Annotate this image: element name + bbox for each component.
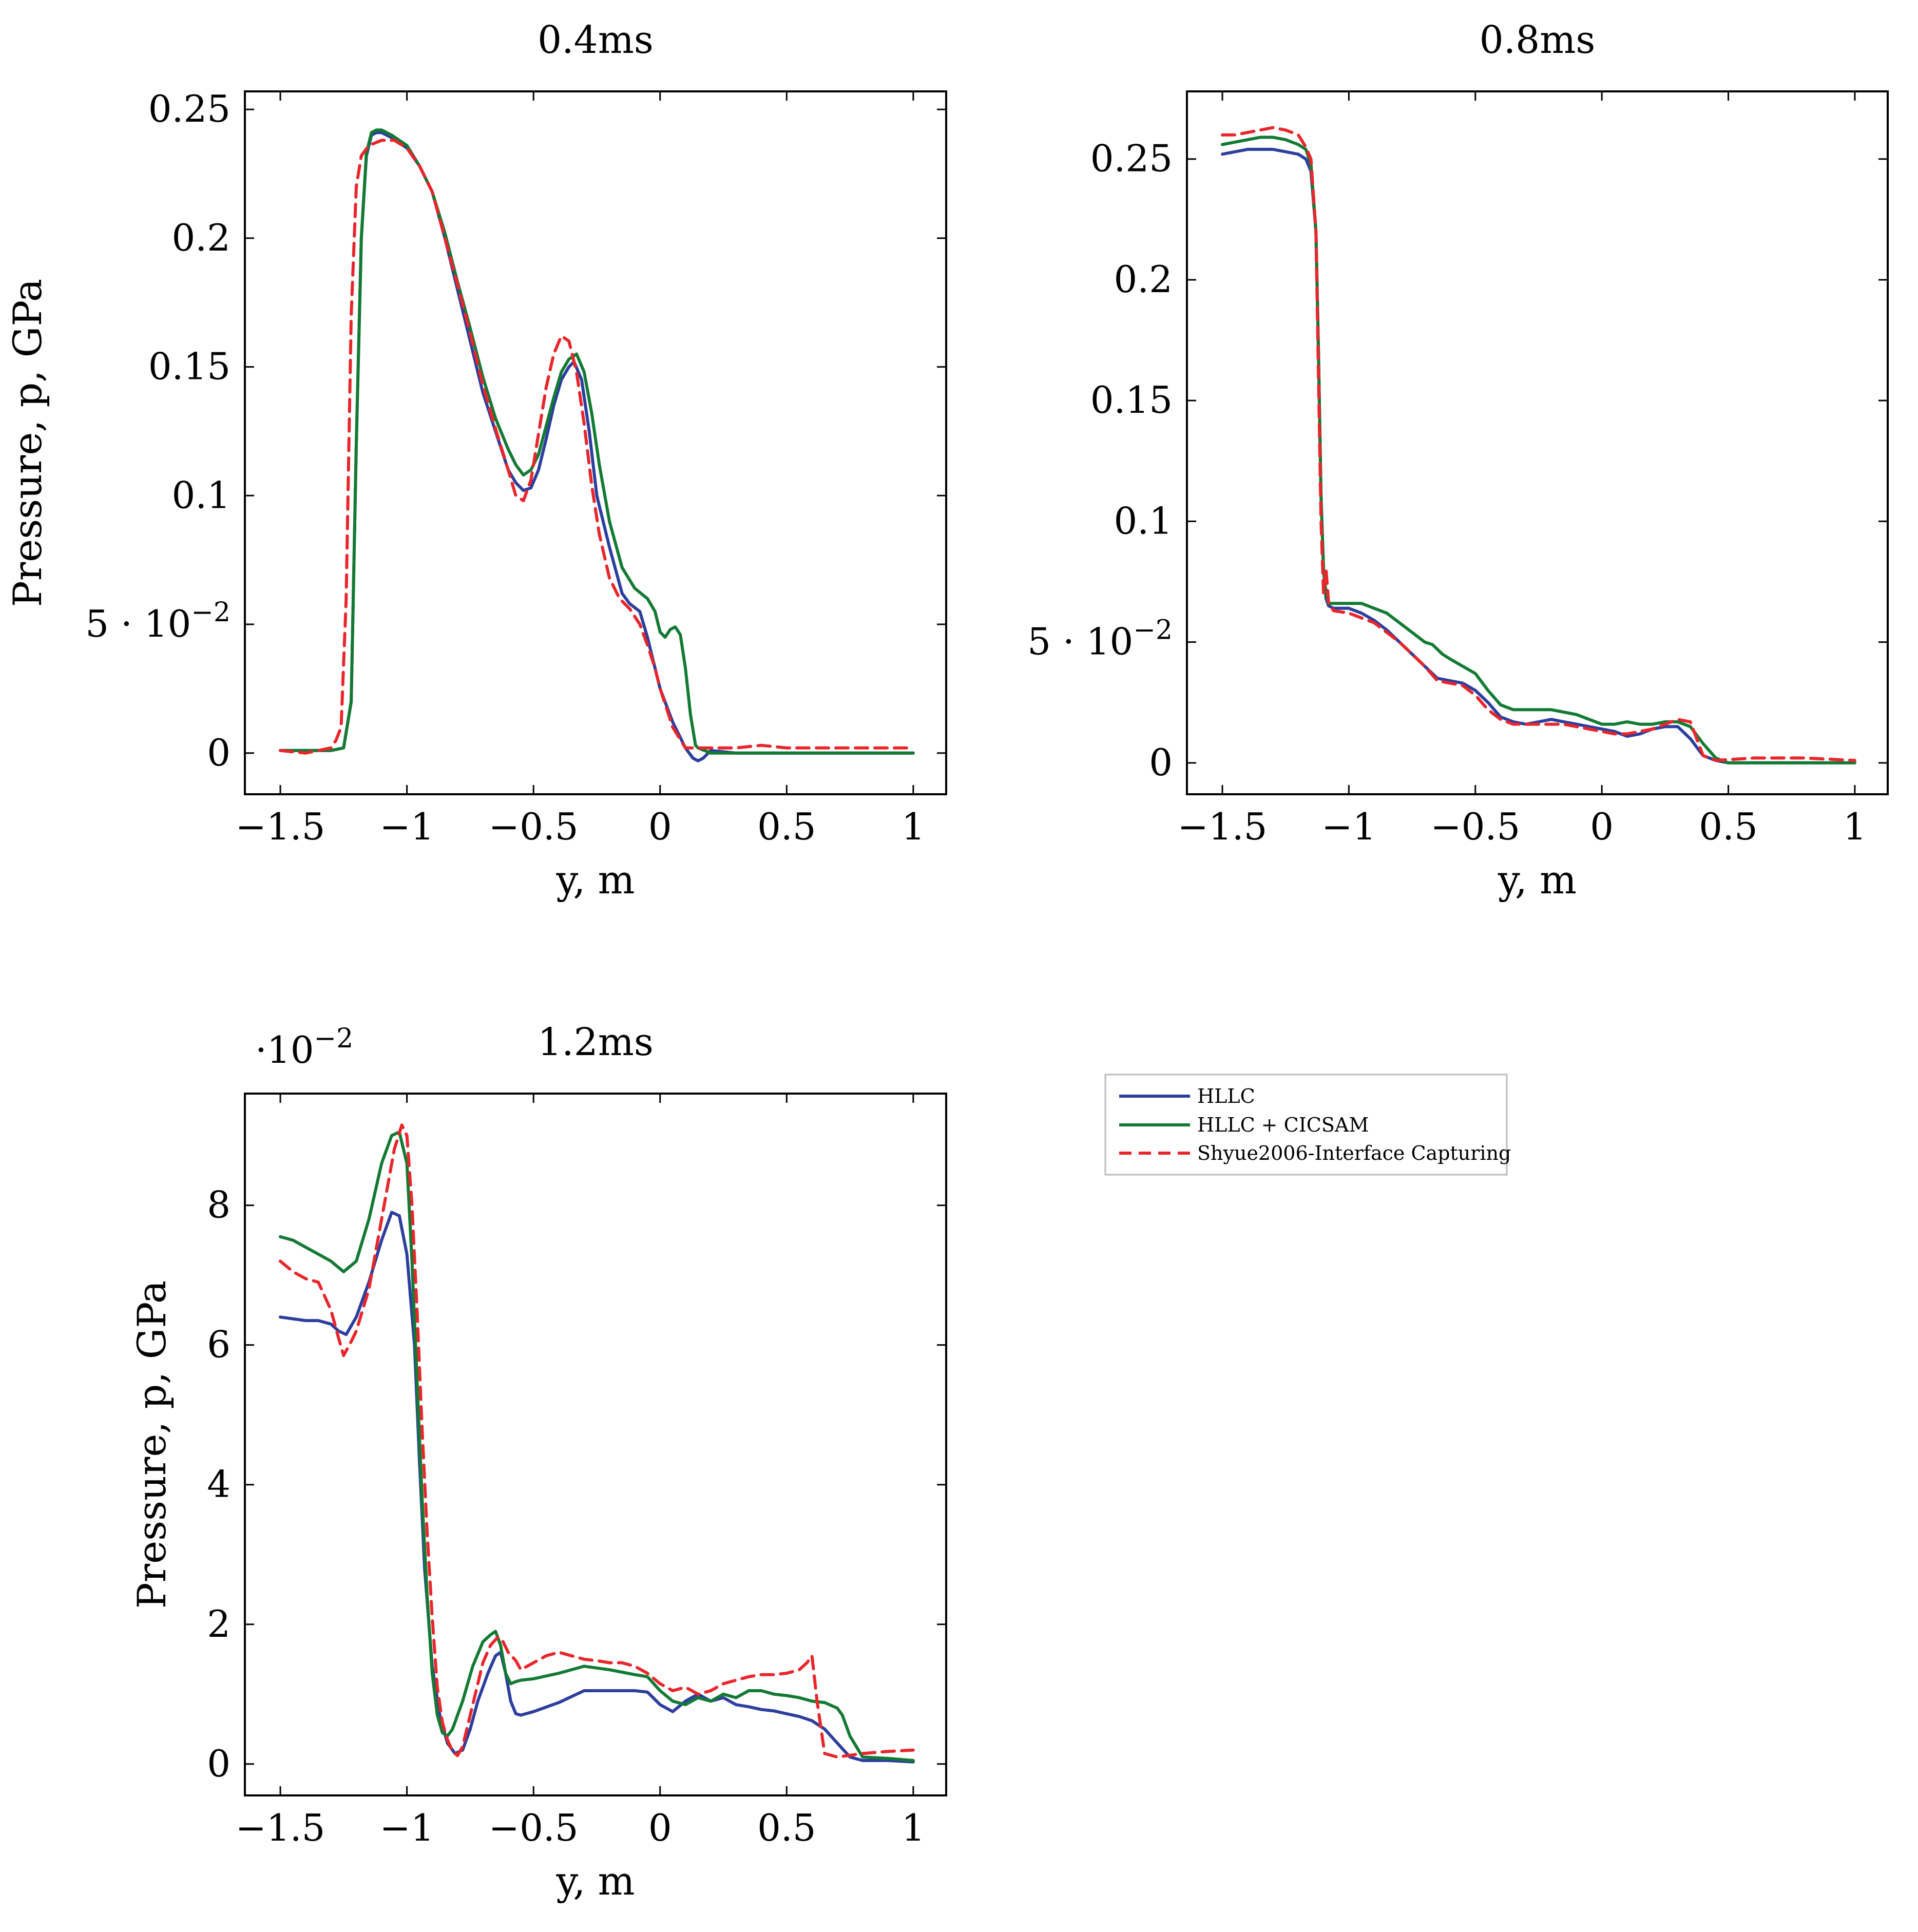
x-tick-label: 0.5 (1699, 805, 1758, 848)
plot-frame (1186, 90, 1889, 795)
y-tick-label: 0.15 (148, 345, 231, 388)
legend-entry-hllc: HLLC (1119, 1085, 1255, 1107)
x-tick-label: 0 (648, 1806, 672, 1849)
y-tick-label: 0.25 (148, 87, 231, 130)
plot-frame (244, 90, 947, 795)
y-tick-label: 5 · 10−2 (85, 597, 231, 645)
y-tick-label: 0 (1149, 741, 1173, 784)
x-tick-label: −1.5 (236, 1806, 325, 1849)
x-tick-label: −0.5 (489, 1806, 579, 1849)
legend-entry-hllc-cicsam: HLLC + CICSAM (1119, 1114, 1369, 1136)
y-tick-label: 5 · 10−2 (1027, 615, 1173, 663)
y-axis-label: Pressure, p, GPa (5, 279, 50, 607)
y-tick-label: 0.2 (171, 216, 231, 259)
plot-1.2ms: 1.2ms −1.5 −1 −0.5 0 0.5 1 0 2 4 6 8 y, m Pressure, p… (129, 1020, 947, 1904)
x-tick-label: 0.5 (757, 1806, 816, 1849)
legend-label-hllc-cicsam: HLLC + CICSAM (1197, 1114, 1369, 1136)
y-scale-label: ·10−2 (255, 1023, 353, 1072)
series-group (279, 1123, 915, 1764)
x-tick-label: 1 (902, 805, 925, 848)
x-axis-label: y, m (1498, 857, 1577, 903)
legend-label-shyue2006: Shyue2006-Interface Capturing (1197, 1142, 1511, 1164)
plot-frame (244, 1093, 947, 1796)
y-tick-label: 4 (207, 1463, 231, 1506)
series-group (1221, 126, 1856, 764)
x-tick-label: 0 (1590, 805, 1614, 848)
y-tick-label: 8 (207, 1183, 231, 1227)
y-tick-label: 0 (207, 1742, 231, 1785)
y-tick-label: 0.1 (171, 473, 231, 517)
x-axis-label: y, m (555, 857, 635, 903)
y-tick-label: 0.25 (1090, 137, 1173, 180)
x-tick-label: −0.5 (489, 805, 579, 848)
chart-title: 1.2ms (538, 1020, 654, 1064)
y-tick-label: 0.15 (1090, 378, 1173, 422)
x-tick-label: −1 (1321, 805, 1376, 848)
y-axis-label: Pressure, p, GPa (129, 1280, 175, 1609)
series-line-shyue2006-interface-capturing (279, 139, 915, 755)
plot-0.4ms: 0.4ms −1.5 −1 −0.5 0 0.5 1 0 5 · 10−2 0.1 0.15 0.2 0… (5, 18, 947, 903)
legend-label-hllc: HLLC (1197, 1085, 1255, 1107)
x-tick-label: 0.5 (757, 805, 816, 848)
x-tick-label: −1.5 (236, 805, 325, 848)
x-axis-label: y, m (555, 1858, 635, 1904)
series-line-hllc-cicsam (279, 128, 915, 755)
x-tick-label: −1 (380, 1806, 434, 1849)
y-tick-label: 0.2 (1114, 258, 1173, 301)
y-tick-label: 0.1 (1114, 499, 1173, 542)
x-tick-label: −1 (380, 805, 434, 848)
x-tick-label: 0 (648, 805, 672, 848)
series-line-hllc (279, 1211, 915, 1764)
x-tick-label: 1 (902, 1806, 925, 1849)
series-line-shyue2006-interface-capturing (1221, 126, 1856, 762)
y-tick-label: 0 (207, 731, 231, 774)
x-tick-label: −1.5 (1178, 805, 1268, 848)
chart-title: 0.4ms (538, 18, 654, 62)
plot-0.8ms: 0.8ms −1.5 −1 −0.5 0 0.5 1 0 5 · 10−2 0.1 0.15 0.2 0… (1027, 18, 1889, 903)
chart-title: 0.8ms (1480, 18, 1596, 62)
x-tick-label: 1 (1843, 805, 1867, 848)
series-line-shyue2006-interface-capturing (279, 1123, 915, 1759)
legend: HLLC HLLC + CICSAM Shyue2006-Interface C… (1104, 1074, 1511, 1176)
series-line-hllc-cicsam (279, 1130, 915, 1762)
y-tick-label: 2 (207, 1602, 231, 1646)
x-tick-label: −0.5 (1430, 805, 1520, 848)
series-group (279, 128, 915, 762)
y-tick-label: 6 (207, 1323, 231, 1366)
legend-entry-shyue2006: Shyue2006-Interface Capturing (1119, 1142, 1511, 1164)
